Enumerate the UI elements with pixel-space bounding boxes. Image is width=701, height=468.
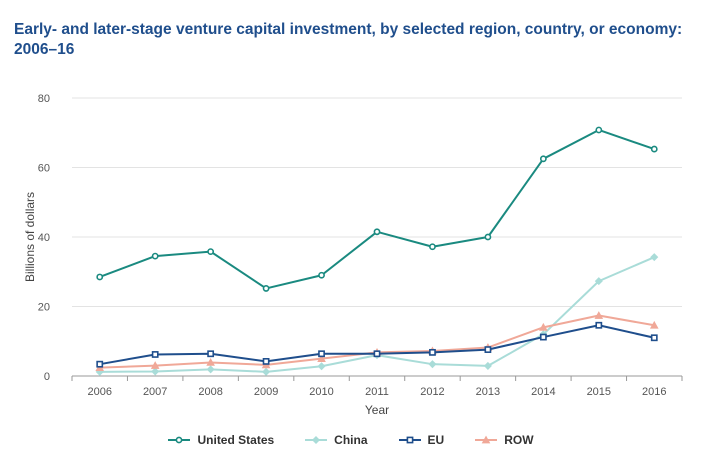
data-point — [650, 253, 659, 262]
y-tick-label: 0 — [44, 371, 50, 383]
series-layer — [95, 126, 659, 376]
legend-label: ROW — [504, 433, 534, 447]
legend-label: China — [334, 433, 368, 447]
legend-label: United States — [197, 433, 275, 447]
legend-item-eu[interactable]: EU — [398, 433, 445, 447]
data-point — [151, 351, 159, 358]
x-tick-label: 2009 — [254, 386, 278, 398]
data-point — [206, 365, 215, 374]
data-point — [595, 126, 603, 134]
data-point — [539, 333, 547, 341]
legend-marker — [481, 435, 491, 444]
legend-item-china[interactable]: China — [304, 433, 368, 447]
data-point — [594, 311, 604, 319]
legend-item-united-states[interactable]: United States — [167, 433, 274, 447]
data-point — [317, 362, 326, 371]
chart-legend: United States China EU ROW — [0, 430, 701, 450]
data-point — [207, 350, 215, 358]
y-tick-label: 80 — [38, 93, 50, 105]
data-point — [373, 350, 381, 358]
data-point — [649, 320, 659, 329]
x-tick-label: 2013 — [476, 386, 500, 398]
axis-layer: 0 20 40 60 80 2006 2007 2008 2009 2010 2011 2012 201… — [38, 93, 683, 398]
y-tick-label: 60 — [38, 163, 50, 175]
diamond-marker-icon — [305, 435, 328, 445]
line-chart: 0 20 40 60 80 2006 2007 2008 2009 2010 2011 2012 201… — [23, 93, 683, 417]
triangle-marker-icon — [475, 435, 498, 444]
series-eu — [96, 321, 658, 368]
x-tick-label: 2007 — [143, 386, 167, 398]
legend-marker — [406, 436, 413, 444]
square-marker-icon — [398, 436, 421, 444]
data-point — [150, 361, 160, 369]
series-line — [99, 314, 655, 369]
data-point — [96, 273, 104, 281]
data-point — [650, 145, 658, 153]
data-point — [96, 360, 104, 368]
data-point — [317, 354, 326, 362]
data-point — [595, 321, 603, 329]
x-tick-label: 2016 — [642, 386, 666, 398]
data-point — [539, 155, 547, 163]
y-tick-label: 40 — [38, 232, 50, 244]
legend-marker — [312, 435, 321, 445]
legend-marker — [176, 436, 183, 444]
x-tick-label: 2015 — [587, 386, 611, 398]
data-point — [539, 322, 548, 331]
legend-item-row[interactable]: ROW — [474, 433, 534, 447]
data-point — [373, 228, 381, 236]
x-axis-label: Year — [365, 403, 389, 417]
y-axis-label: Billions of dollars — [23, 192, 37, 282]
circle-marker-icon — [168, 436, 191, 444]
x-tick-label: 2006 — [87, 386, 111, 398]
x-tick-label: 2008 — [198, 386, 222, 398]
data-point — [318, 271, 325, 279]
data-point — [428, 360, 437, 369]
x-tick-label: 2012 — [420, 386, 444, 398]
y-tick-label: 20 — [38, 302, 50, 314]
data-point — [206, 358, 215, 366]
legend-label: EU — [427, 433, 445, 447]
data-point — [483, 361, 492, 370]
data-point — [650, 334, 658, 342]
data-point — [484, 346, 492, 353]
data-point — [207, 248, 215, 255]
x-tick-label: 2010 — [309, 386, 333, 398]
series-line — [99, 128, 655, 290]
series-united-states — [96, 126, 658, 292]
grid-layer — [72, 97, 682, 307]
data-point — [318, 350, 325, 358]
data-point — [262, 367, 271, 376]
x-tick-label: 2011 — [365, 386, 389, 398]
data-point — [429, 243, 436, 251]
data-point — [151, 367, 160, 376]
data-point — [262, 358, 270, 365]
data-point — [429, 348, 436, 356]
data-point — [484, 233, 492, 241]
chart-title: Early- and later-stage venture capital i… — [14, 21, 683, 58]
series-row — [95, 311, 659, 372]
data-point — [262, 285, 270, 292]
x-tick-label: 2014 — [531, 386, 555, 398]
data-point — [151, 252, 159, 260]
data-point — [594, 277, 603, 286]
